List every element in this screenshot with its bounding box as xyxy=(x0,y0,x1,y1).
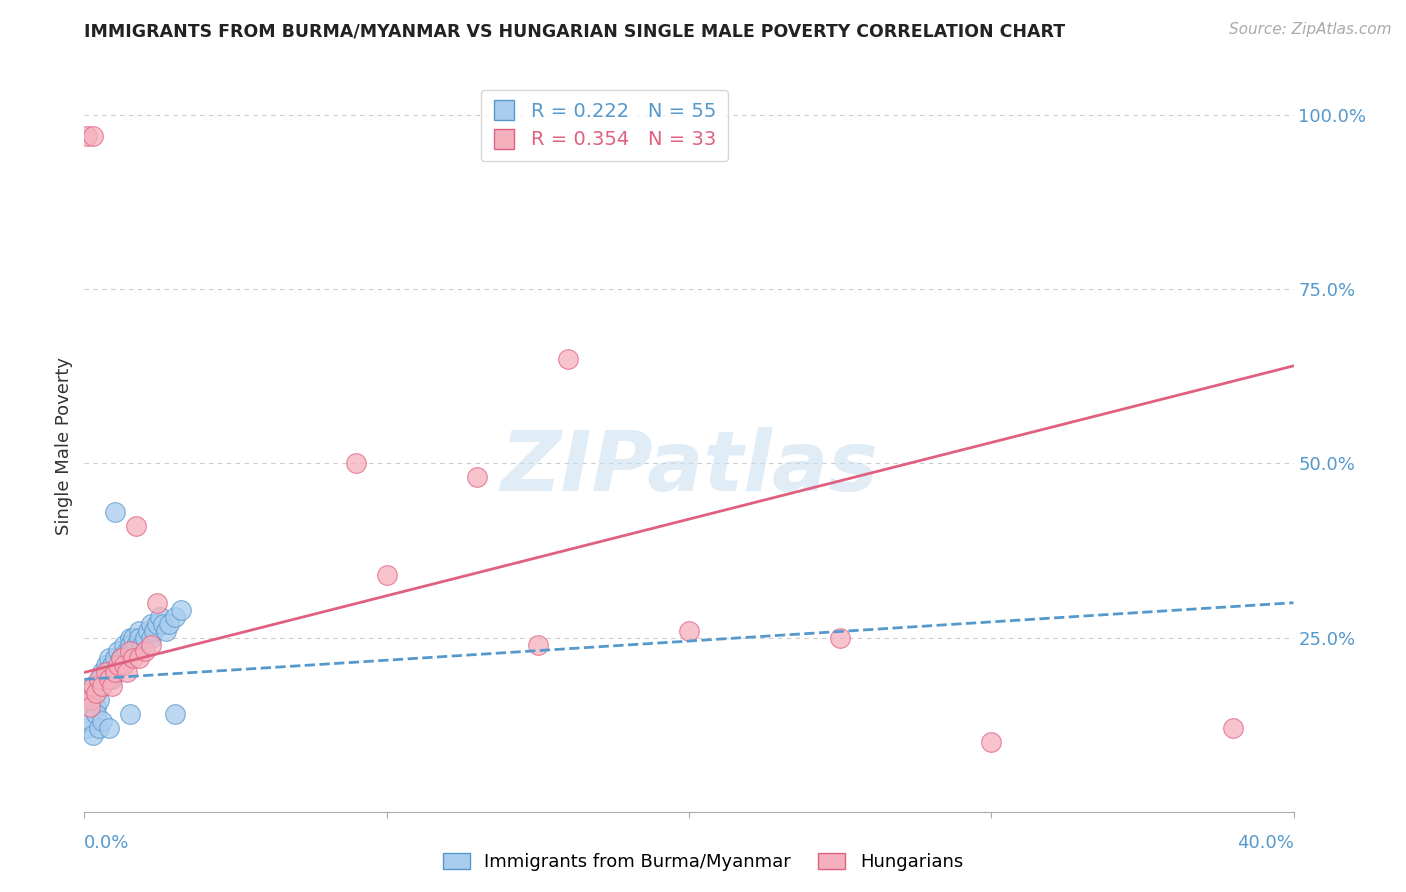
Point xyxy=(79,714,101,728)
Point xyxy=(110,658,132,673)
Point xyxy=(91,714,114,728)
Point xyxy=(104,665,127,680)
Point xyxy=(375,567,398,582)
Point xyxy=(557,351,579,366)
Point xyxy=(97,721,120,735)
Point xyxy=(89,693,111,707)
Legend: R = 0.222   N = 55, R = 0.354   N = 33: R = 0.222 N = 55, R = 0.354 N = 33 xyxy=(481,90,728,161)
Point xyxy=(134,644,156,658)
Point xyxy=(91,665,114,680)
Point xyxy=(91,679,114,693)
Point xyxy=(346,457,368,471)
Point xyxy=(128,651,150,665)
Point xyxy=(89,673,111,687)
Point xyxy=(112,651,135,665)
Point xyxy=(86,707,108,722)
Point xyxy=(163,609,186,624)
Point xyxy=(79,700,101,714)
Point xyxy=(149,609,172,624)
Point xyxy=(107,658,129,673)
Point xyxy=(76,686,98,700)
Point xyxy=(112,638,135,652)
Point xyxy=(118,638,141,652)
Point xyxy=(163,707,186,722)
Point xyxy=(146,596,169,610)
Point xyxy=(100,673,122,687)
Point xyxy=(79,700,101,714)
Point xyxy=(89,721,111,735)
Point xyxy=(82,679,104,693)
Point xyxy=(142,624,165,638)
Point xyxy=(100,658,122,673)
Point xyxy=(146,616,169,631)
Point xyxy=(526,638,548,652)
Point xyxy=(121,631,143,645)
Y-axis label: Single Male Poverty: Single Male Poverty xyxy=(55,357,73,535)
Point xyxy=(76,721,98,735)
Point xyxy=(110,651,132,665)
Point xyxy=(139,631,162,645)
Point xyxy=(980,735,1002,749)
Point xyxy=(104,505,127,519)
Point xyxy=(94,665,117,680)
Text: 40.0%: 40.0% xyxy=(1237,834,1294,852)
Point xyxy=(86,686,108,700)
Point xyxy=(104,651,127,665)
Point xyxy=(134,631,156,645)
Point xyxy=(121,644,143,658)
Point xyxy=(82,128,104,143)
Point xyxy=(152,616,174,631)
Point xyxy=(89,673,111,687)
Point xyxy=(97,665,120,680)
Point xyxy=(125,638,148,652)
Point xyxy=(97,673,120,687)
Point xyxy=(76,693,98,707)
Point xyxy=(115,644,138,658)
Point xyxy=(830,631,852,645)
Point xyxy=(112,658,135,673)
Text: Source: ZipAtlas.com: Source: ZipAtlas.com xyxy=(1229,22,1392,37)
Point xyxy=(157,616,180,631)
Point xyxy=(136,624,159,638)
Text: ZIPatlas: ZIPatlas xyxy=(501,427,877,508)
Point xyxy=(118,707,141,722)
Point xyxy=(82,728,104,742)
Point xyxy=(86,686,108,700)
Text: 0.0%: 0.0% xyxy=(84,834,129,852)
Point xyxy=(1222,721,1244,735)
Text: IMMIGRANTS FROM BURMA/MYANMAR VS HUNGARIAN SINGLE MALE POVERTY CORRELATION CHART: IMMIGRANTS FROM BURMA/MYANMAR VS HUNGARI… xyxy=(84,22,1066,40)
Point xyxy=(94,658,117,673)
Point xyxy=(107,644,129,658)
Point xyxy=(86,700,108,714)
Point xyxy=(94,673,117,687)
Legend: Immigrants from Burma/Myanmar, Hungarians: Immigrants from Burma/Myanmar, Hungarian… xyxy=(436,846,970,879)
Point xyxy=(467,470,489,484)
Point xyxy=(155,624,177,638)
Point xyxy=(100,679,122,693)
Point xyxy=(97,651,120,665)
Point xyxy=(115,665,138,680)
Point xyxy=(118,644,141,658)
Point xyxy=(121,651,143,665)
Point xyxy=(131,638,153,652)
Point xyxy=(82,679,104,693)
Point xyxy=(79,693,101,707)
Point xyxy=(128,631,150,645)
Point xyxy=(104,665,127,680)
Point xyxy=(125,519,148,533)
Point xyxy=(76,128,98,143)
Point xyxy=(139,616,162,631)
Point xyxy=(118,631,141,645)
Point xyxy=(91,679,114,693)
Point xyxy=(79,686,101,700)
Point xyxy=(678,624,700,638)
Point xyxy=(139,638,162,652)
Point xyxy=(110,651,132,665)
Point xyxy=(82,693,104,707)
Point xyxy=(128,624,150,638)
Point xyxy=(170,603,193,617)
